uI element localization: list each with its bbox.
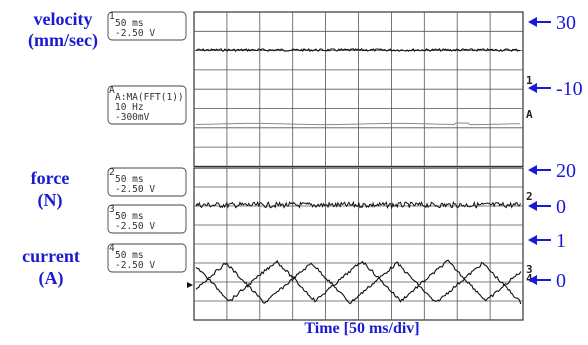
channel-box-line: 50 ms: [115, 18, 144, 29]
scale-indicator: 0: [528, 270, 566, 292]
channel-box-frame: [107, 85, 187, 125]
scale-label: 0: [556, 196, 566, 218]
scale-arrow-head: [528, 17, 537, 27]
trace-marker-3: 3: [526, 263, 533, 276]
channel-box-line: -2.50 V: [115, 28, 155, 39]
trace-marker-4: 4: [526, 272, 533, 285]
lower-panel: [193, 167, 524, 321]
scale-indicator: 30: [528, 12, 576, 34]
scale-arrow-head: [528, 201, 537, 211]
channel-number: 4: [109, 243, 115, 254]
channel-number: 1: [109, 11, 115, 22]
channel-box-line: 50 ms: [115, 174, 144, 185]
channel-box-line: 50 ms: [115, 250, 144, 261]
channel-box-frame: [107, 243, 187, 273]
channel-box-line: -300mV: [115, 112, 150, 123]
velocity-label: velocity: [34, 9, 93, 29]
scale-label: 30: [556, 12, 576, 34]
scale-label: 0: [556, 270, 566, 292]
channel-box-frame: [107, 167, 187, 197]
velocity-ma-trace: [195, 122, 520, 126]
upper-panel: [193, 11, 524, 167]
channel-box-line: A:MA(FFT(1)): [115, 92, 184, 103]
scale-arrow-head: [528, 165, 537, 175]
channel-box-frame: [107, 204, 187, 234]
x-axis-label: Time [50 ms/div]: [304, 320, 419, 337]
current-trace-b: [195, 259, 522, 303]
scale-label: 20: [556, 160, 576, 182]
scope-grid: [193, 11, 524, 321]
channel-boxes: 150 ms-2.50 VAA:MA(FFT(1))10 Hz-300mV250…: [107, 11, 187, 273]
channel-number: A: [109, 85, 115, 96]
scale-label: 1: [556, 230, 566, 252]
trace-marker-A: A: [526, 108, 533, 121]
scale-indicator: -10: [528, 78, 583, 100]
channel-number: 3: [109, 204, 115, 215]
channel-box-line: 10 Hz: [115, 102, 144, 113]
current-trace-a: [195, 261, 522, 305]
channel-box-line: -2.50 V: [115, 221, 155, 232]
channel-box-frame: [107, 11, 187, 41]
scale-indicator: 0: [528, 196, 566, 218]
scale-arrow-head: [528, 83, 537, 93]
trace-marker-1: 1: [526, 74, 533, 87]
current-unit-label: (A): [39, 268, 64, 289]
channel-number: 2: [109, 167, 115, 178]
channel-box-1: 150 ms-2.50 V: [107, 11, 187, 41]
channel-box-line: -2.50 V: [115, 260, 155, 271]
scale-indicators: 30 -10 20 0 1 0: [528, 12, 583, 292]
scale-indicator: 1: [528, 230, 566, 252]
scale-arrow-head: [528, 235, 537, 245]
scale-arrow-head: [528, 275, 537, 285]
scale-indicator: 20: [528, 160, 576, 182]
force-unit-label: (N): [38, 190, 63, 211]
velocity-trace: [195, 47, 521, 53]
ground-marker: [187, 282, 193, 288]
current-label: current: [22, 246, 80, 266]
force-trace: [195, 200, 521, 210]
force-label: force: [31, 168, 70, 188]
channel-box-2: AA:MA(FFT(1))10 Hz-300mV: [107, 85, 187, 125]
channel-box-5: 450 ms-2.50 V: [107, 243, 187, 273]
scale-label: -10: [556, 78, 583, 100]
scope-traces: 1 A 2 34: [187, 47, 533, 305]
channel-box-3: 250 ms-2.50 V: [107, 167, 187, 197]
channel-box-line: -2.50 V: [115, 184, 155, 195]
trace-marker-2: 2: [526, 190, 533, 203]
channel-box-4: 350 ms-2.50 V: [107, 204, 187, 234]
velocity-unit-label: (mm/sec): [28, 30, 98, 51]
channel-box-line: 50 ms: [115, 211, 144, 222]
